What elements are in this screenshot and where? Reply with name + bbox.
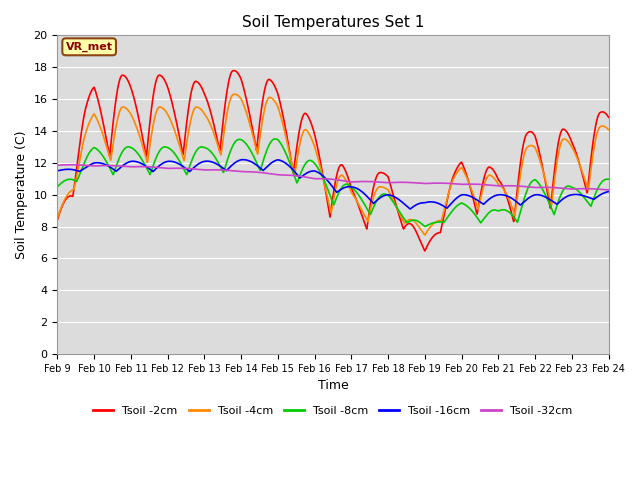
Tsoil -2cm — [556, 131, 564, 137]
Tsoil -16cm — [54, 168, 61, 174]
Line: Tsoil -16cm: Tsoil -16cm — [58, 160, 609, 209]
Tsoil -16cm — [239, 157, 247, 163]
X-axis label: Time: Time — [317, 379, 348, 392]
Line: Tsoil -4cm: Tsoil -4cm — [58, 94, 609, 235]
Tsoil -8cm — [572, 186, 579, 192]
Tsoil -32cm — [556, 185, 564, 191]
Tsoil -32cm — [349, 179, 357, 185]
Legend: Tsoil -2cm, Tsoil -4cm, Tsoil -8cm, Tsoil -16cm, Tsoil -32cm: Tsoil -2cm, Tsoil -4cm, Tsoil -8cm, Tsoi… — [89, 401, 577, 420]
Tsoil -16cm — [605, 189, 612, 194]
Tsoil -4cm — [361, 214, 369, 219]
Text: VR_met: VR_met — [66, 42, 113, 52]
Line: Tsoil -32cm: Tsoil -32cm — [58, 165, 609, 190]
Tsoil -4cm — [493, 180, 501, 186]
Tsoil -8cm — [207, 149, 215, 155]
Tsoil -2cm — [572, 149, 579, 155]
Tsoil -8cm — [605, 176, 612, 182]
Tsoil -32cm — [67, 162, 75, 168]
Tsoil -4cm — [556, 143, 564, 148]
Tsoil -4cm — [54, 215, 61, 221]
Tsoil -2cm — [349, 189, 357, 195]
Tsoil -2cm — [493, 175, 501, 180]
Tsoil -8cm — [421, 224, 429, 229]
Tsoil -8cm — [271, 136, 279, 142]
Tsoil -16cm — [207, 159, 215, 165]
Tsoil -2cm — [605, 114, 612, 120]
Tsoil -8cm — [556, 193, 564, 199]
Line: Tsoil -8cm: Tsoil -8cm — [58, 139, 609, 227]
Tsoil -4cm — [572, 152, 579, 157]
Title: Soil Temperatures Set 1: Soil Temperatures Set 1 — [242, 15, 424, 30]
Tsoil -8cm — [54, 184, 61, 190]
Tsoil -8cm — [361, 203, 369, 208]
Tsoil -4cm — [605, 127, 612, 132]
Tsoil -32cm — [207, 167, 215, 173]
Tsoil -2cm — [361, 221, 369, 227]
Tsoil -32cm — [572, 186, 579, 192]
Tsoil -2cm — [421, 248, 429, 254]
Line: Tsoil -2cm: Tsoil -2cm — [58, 71, 609, 251]
Tsoil -16cm — [556, 198, 564, 204]
Tsoil -16cm — [349, 184, 357, 190]
Tsoil -16cm — [493, 192, 501, 198]
Tsoil -32cm — [605, 187, 612, 193]
Tsoil -2cm — [230, 68, 238, 73]
Tsoil -16cm — [572, 192, 579, 197]
Tsoil -4cm — [349, 192, 357, 198]
Tsoil -32cm — [54, 162, 61, 168]
Tsoil -8cm — [349, 186, 357, 192]
Tsoil -8cm — [493, 208, 501, 214]
Tsoil -4cm — [231, 91, 239, 97]
Y-axis label: Soil Temperature (C): Soil Temperature (C) — [15, 131, 28, 259]
Tsoil -2cm — [207, 111, 215, 117]
Tsoil -4cm — [421, 232, 429, 238]
Tsoil -16cm — [406, 206, 414, 212]
Tsoil -32cm — [361, 179, 369, 184]
Tsoil -2cm — [54, 217, 61, 223]
Tsoil -32cm — [493, 183, 501, 189]
Tsoil -4cm — [207, 123, 215, 129]
Tsoil -16cm — [361, 192, 369, 197]
